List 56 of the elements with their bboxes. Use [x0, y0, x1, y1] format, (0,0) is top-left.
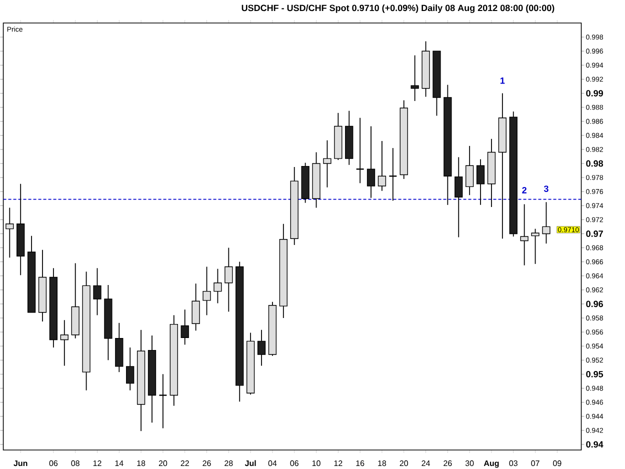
candlestick: [158, 374, 168, 429]
x-tick-label: 22: [180, 460, 189, 466]
chart-title: USDCHF - USD/CHF Spot 0.9710 (+0.09%) Daily 08 Aug 2012 08:00 (00:00): [242, 4, 554, 13]
candlestick: [520, 204, 528, 266]
candlestick: [531, 228, 540, 264]
x-tick-label: 30: [465, 460, 474, 466]
candlestick: [323, 140, 332, 188]
annotation: 1: [500, 78, 505, 84]
x-tick-label: 16: [356, 460, 364, 466]
y-tick-label: 0.97: [586, 230, 603, 237]
candlestick: [454, 156, 463, 238]
x-tick-label: 28: [224, 460, 233, 466]
x-tick-label: 20: [400, 460, 408, 466]
x-tick-label: Aug: [484, 460, 499, 468]
y-tick-label: 0.95: [586, 370, 604, 378]
x-tick-label: 06: [49, 460, 58, 466]
x-tick-label: 26: [444, 460, 452, 466]
x-tick-label: 09: [553, 460, 562, 466]
x-tick-label: Jun: [14, 460, 28, 466]
candlestick: [378, 140, 386, 192]
annotation: 3: [544, 186, 548, 192]
candlestick: [192, 283, 200, 332]
x-tick-label: 12: [334, 460, 342, 466]
candlestick: [60, 320, 68, 366]
candlestick: [93, 268, 102, 316]
candlestick: [224, 247, 233, 312]
x-tick-label: 12: [93, 460, 102, 466]
x-tick-label: 18: [137, 460, 146, 466]
annotation: 2: [522, 187, 526, 194]
x-tick-label: 04: [268, 460, 277, 466]
candlestick: [410, 54, 419, 102]
candlestick: [126, 347, 134, 391]
candlestick: [214, 268, 222, 304]
x-tick-label: 20: [158, 460, 168, 466]
x-tick-label: Jul: [244, 460, 256, 466]
x-tick-label: 08: [71, 460, 80, 466]
candlestick: [542, 202, 550, 244]
candlestick: [476, 158, 485, 206]
x-tick-label: 24: [422, 460, 430, 466]
x-tick-label: 03: [509, 460, 518, 466]
y-tick-label: 0.96: [586, 300, 603, 308]
candlestick: [180, 309, 189, 346]
y-tick-label: 0.94: [586, 441, 604, 448]
candlestick: [366, 126, 376, 198]
y-tick-label: 0.98: [586, 160, 604, 167]
x-tick-label: 06: [290, 460, 298, 466]
y-tick-label: 0.99: [586, 90, 603, 96]
x-tick-label: 18: [378, 460, 386, 466]
x-tick-label: 26: [202, 460, 211, 466]
candlestick: [202, 266, 211, 316]
candlestick: [466, 145, 474, 196]
candlestick: [257, 329, 266, 366]
x-tick-label: 10: [312, 460, 320, 466]
candlestick: [6, 207, 14, 258]
x-tick-label: 07: [531, 460, 540, 466]
x-tick-label: 14: [115, 460, 124, 466]
